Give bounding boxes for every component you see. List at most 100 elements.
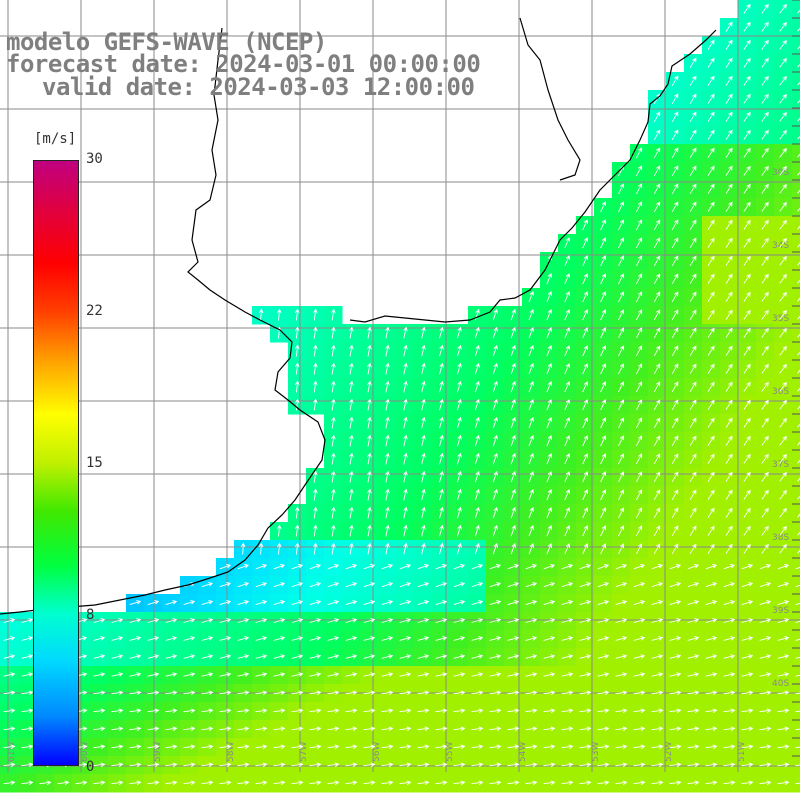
wind-arrow [528, 489, 534, 501]
wind-arrow [615, 762, 628, 768]
wind-arrow [421, 524, 426, 537]
wind-arrow [399, 744, 412, 750]
wind-arrow [201, 672, 214, 677]
wind-arrow [453, 618, 466, 623]
wind-arrow [417, 618, 430, 623]
wind-arrow [671, 111, 679, 123]
wind-arrow [741, 582, 754, 588]
wind-arrow [474, 524, 480, 537]
wind-arrow [471, 672, 484, 677]
wind-arrow [291, 726, 304, 732]
wind-arrow [653, 543, 661, 555]
wind-arrow [474, 308, 480, 321]
wind-arrow [417, 744, 430, 750]
wind-arrow [777, 744, 790, 750]
wind-arrow [93, 744, 106, 750]
wind-arrow [653, 165, 661, 177]
wind-arrow [759, 582, 772, 588]
wind-arrow [761, 93, 769, 104]
wind-arrow [474, 326, 480, 339]
wind-arrow [743, 21, 751, 32]
wind-arrow [707, 327, 715, 338]
wind-cell [792, 324, 800, 343]
wind-arrow [651, 726, 664, 732]
wind-arrow [687, 690, 700, 696]
wind-arrow [291, 654, 304, 659]
wind-arrow [165, 636, 178, 641]
wind-arrow [777, 654, 790, 659]
wind-arrow [761, 3, 769, 14]
wind-arrow [363, 708, 376, 714]
wind-arrow [707, 507, 715, 518]
wind-arrow [363, 780, 376, 786]
wind-arrow [795, 584, 800, 588]
wind-arrow [385, 416, 390, 429]
wind-arrow [725, 237, 733, 248]
wind-arrow [741, 636, 754, 641]
wind-arrow [707, 147, 715, 158]
wind-arrow [671, 543, 679, 555]
wind-arrow [367, 506, 372, 519]
wind-arrow [653, 183, 661, 195]
wind-arrow [687, 762, 700, 768]
wind-arrow [779, 111, 787, 122]
wind-arrow [561, 618, 574, 623]
wind-arrow [779, 201, 787, 212]
wind-arrow [492, 524, 498, 537]
wind-arrow [564, 273, 570, 285]
wind-arrow [618, 381, 625, 393]
wind-arrow [510, 542, 516, 555]
wind-arrow [528, 417, 534, 429]
wind-arrow [439, 524, 444, 537]
wind-arrow [313, 362, 318, 375]
wind-arrow [525, 618, 538, 623]
wind-arrow [492, 380, 498, 393]
wind-arrow [689, 201, 697, 212]
wind-arrow [761, 489, 769, 500]
wind-arrow [797, 279, 800, 284]
wind-arrow [797, 45, 800, 50]
wind-arrow [439, 380, 444, 393]
wind-arrow [705, 672, 718, 677]
wind-arrow [294, 398, 300, 411]
wind-arrow [345, 654, 358, 659]
colorbar-tick-30: 30 [86, 151, 103, 167]
wind-cell [792, 54, 800, 73]
wind-arrow [636, 165, 643, 177]
wind-arrow [528, 453, 534, 465]
wind-arrow [636, 183, 643, 195]
wind-arrow [453, 654, 466, 659]
wind-arrow [779, 183, 787, 194]
wind-arrow [327, 564, 340, 570]
wind-arrow [439, 542, 444, 555]
wind-arrow [183, 726, 196, 732]
wind-arrow [725, 111, 733, 122]
wind-arrow [741, 744, 754, 750]
wind-arrow [331, 434, 336, 447]
wind-arrow [345, 690, 358, 696]
wind-arrow [564, 489, 570, 501]
wind-arrow [651, 672, 664, 677]
wind-arrow [331, 542, 336, 555]
wind-arrow [687, 726, 700, 732]
wind-arrow [759, 690, 772, 696]
wind-arrow [669, 744, 682, 750]
wind-arrow [689, 363, 697, 374]
wind-arrow [725, 21, 733, 32]
wind-arrow [795, 710, 800, 713]
wind-arrow [294, 344, 300, 357]
wind-arrow [671, 201, 679, 213]
wind-arrow [707, 39, 715, 50]
wind-arrow [653, 471, 661, 483]
wind-arrow [507, 726, 520, 732]
wind-arrow [671, 489, 679, 501]
wind-arrow [689, 93, 697, 104]
wind-arrow [633, 600, 646, 606]
wind-arrow [453, 690, 466, 696]
wind-cell [792, 72, 800, 91]
wind-arrow [417, 672, 430, 677]
wind-arrow [725, 183, 733, 194]
wind-arrow [741, 564, 754, 570]
wind-arrow [349, 542, 354, 555]
